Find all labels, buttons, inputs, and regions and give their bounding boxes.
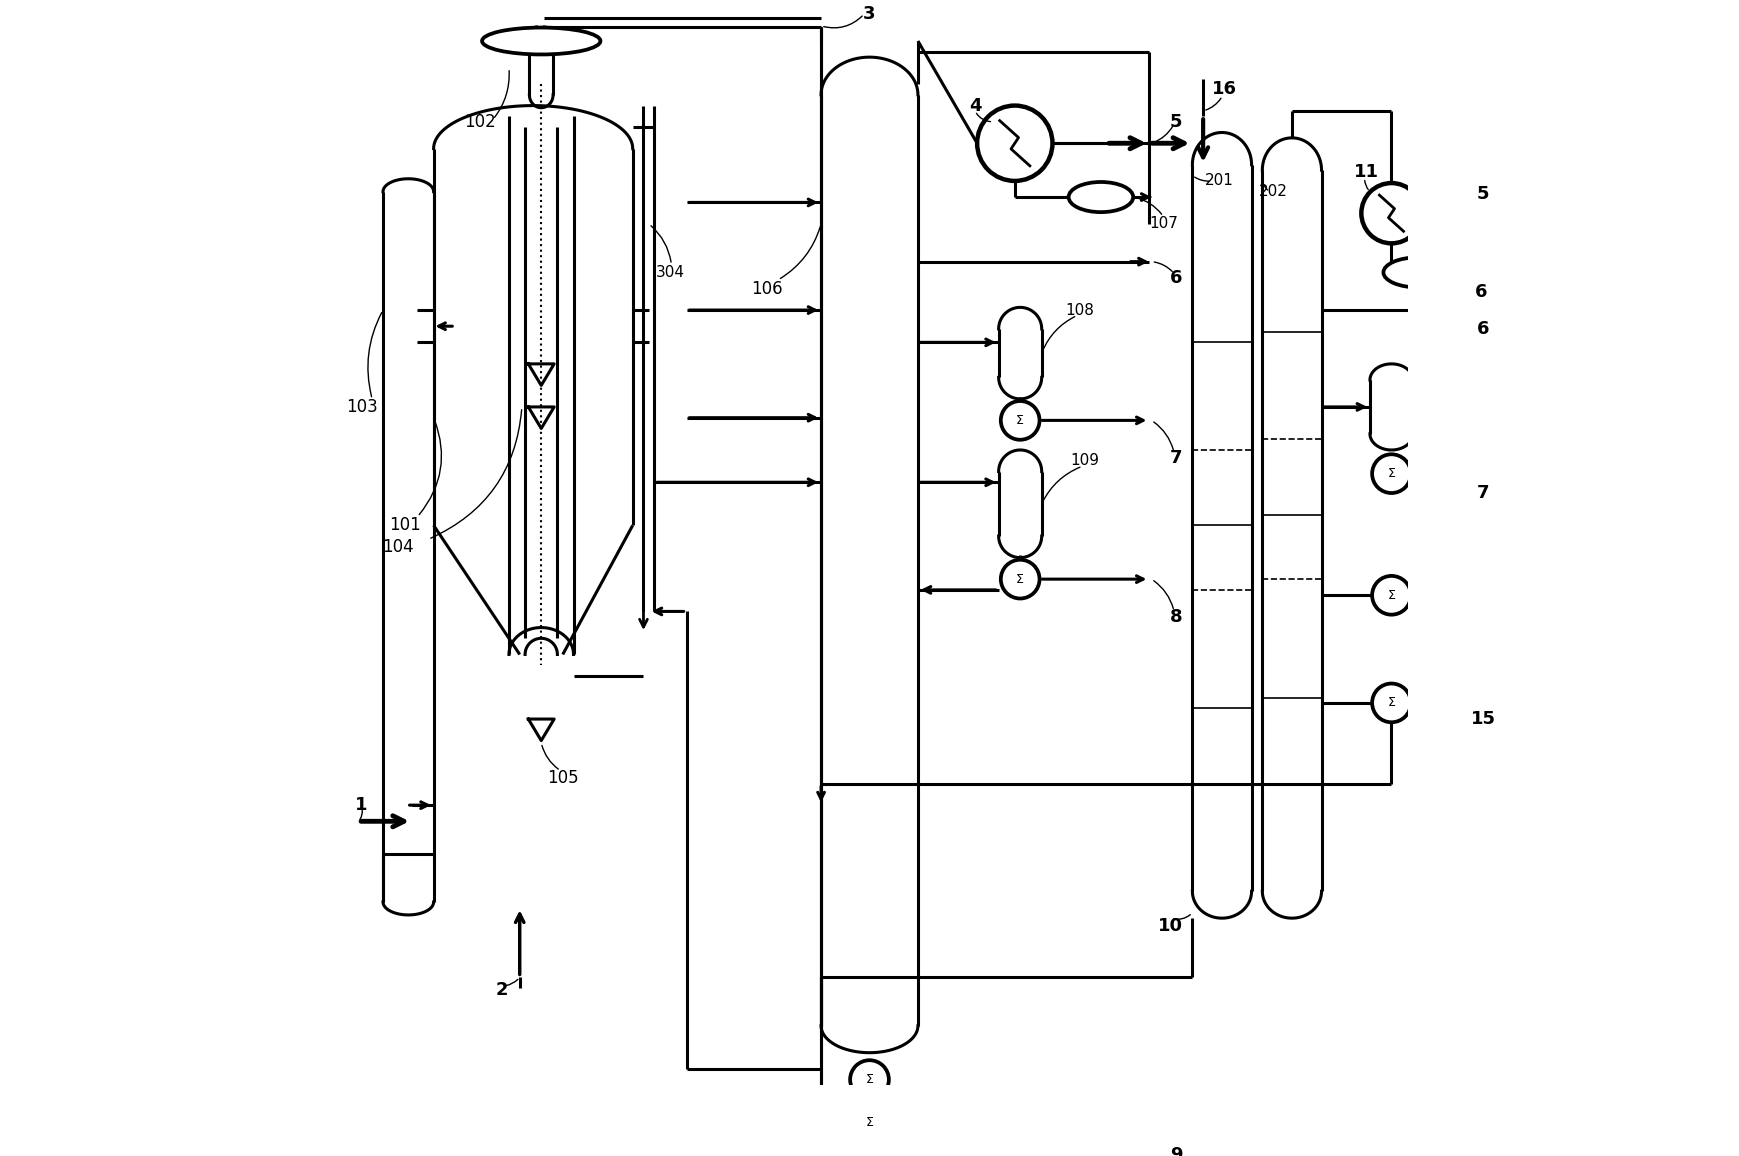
Circle shape: [1002, 401, 1040, 439]
Text: Σ: Σ: [866, 1117, 873, 1129]
Text: 106: 106: [751, 280, 783, 297]
Text: Σ: Σ: [1388, 467, 1395, 480]
Text: 107: 107: [1149, 216, 1177, 231]
Text: 304: 304: [656, 265, 685, 280]
Text: Σ: Σ: [1388, 696, 1395, 710]
Ellipse shape: [1068, 181, 1134, 213]
Text: 16: 16: [1212, 81, 1236, 98]
Text: 11: 11: [1355, 163, 1379, 181]
Circle shape: [1372, 576, 1410, 615]
Text: 101: 101: [390, 517, 421, 534]
Text: 108: 108: [1064, 303, 1094, 318]
Text: 105: 105: [548, 769, 579, 787]
Text: 102: 102: [464, 113, 496, 131]
Text: 6: 6: [1475, 283, 1487, 301]
Text: 4: 4: [969, 97, 981, 114]
Circle shape: [1372, 454, 1410, 492]
Circle shape: [977, 105, 1052, 181]
Ellipse shape: [1384, 258, 1454, 288]
Circle shape: [1362, 183, 1421, 244]
Text: 1: 1: [355, 796, 367, 814]
Text: 104: 104: [383, 538, 414, 556]
Text: 201: 201: [1205, 173, 1233, 188]
Circle shape: [1002, 560, 1040, 599]
Text: 202: 202: [1259, 184, 1287, 199]
Circle shape: [850, 1103, 889, 1142]
Text: 103: 103: [346, 398, 377, 416]
Text: Σ: Σ: [866, 1073, 873, 1087]
Circle shape: [1372, 683, 1410, 722]
Text: 3: 3: [863, 5, 876, 23]
Text: 15: 15: [1471, 710, 1496, 728]
Text: 109: 109: [1069, 453, 1099, 468]
Text: 8: 8: [1170, 608, 1183, 625]
Text: 10: 10: [1158, 917, 1183, 935]
Text: 6: 6: [1476, 320, 1489, 339]
Text: 9: 9: [1170, 1146, 1183, 1156]
Text: 5: 5: [1476, 185, 1489, 202]
Text: Σ: Σ: [1016, 414, 1024, 427]
Text: 6: 6: [1170, 269, 1183, 287]
Text: 7: 7: [1170, 449, 1183, 467]
Text: Σ: Σ: [1016, 572, 1024, 586]
Circle shape: [850, 1060, 889, 1099]
Text: 5: 5: [1170, 113, 1183, 131]
Text: 7: 7: [1476, 484, 1489, 502]
Text: Σ: Σ: [1388, 588, 1395, 602]
Text: 2: 2: [496, 981, 508, 999]
Ellipse shape: [482, 28, 600, 54]
